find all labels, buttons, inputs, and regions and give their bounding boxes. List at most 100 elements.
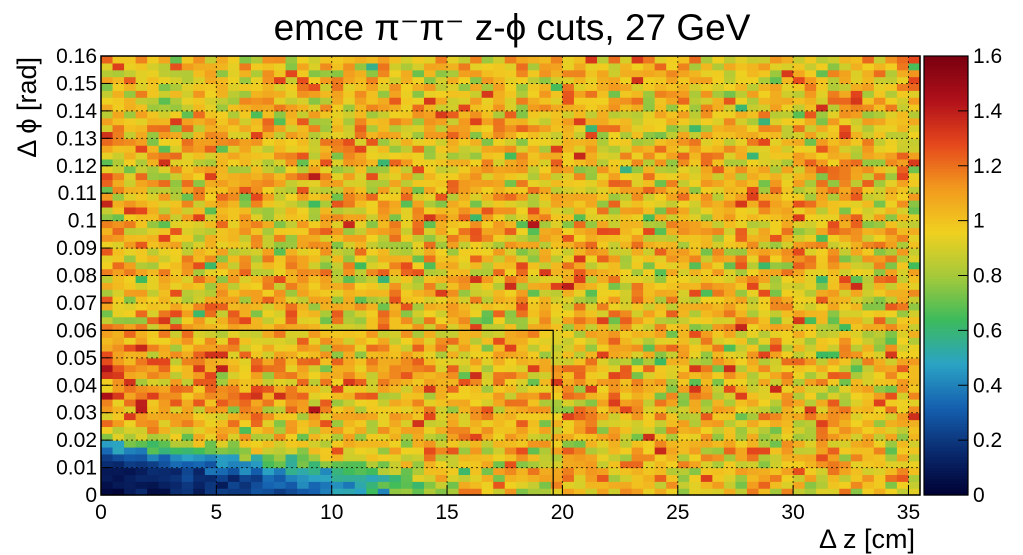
heatmap-cell <box>689 488 702 496</box>
heatmap-cell <box>608 69 621 78</box>
heatmap-cell <box>354 289 367 297</box>
heatmap-cell <box>331 392 344 400</box>
heatmap-cell <box>447 302 460 311</box>
heatmap-cell <box>308 124 321 133</box>
heatmap-cell <box>885 440 898 448</box>
heatmap-cell <box>885 412 898 421</box>
heatmap-cell <box>723 158 737 167</box>
heatmap-cell <box>516 76 529 85</box>
heatmap-cell <box>447 248 460 256</box>
heatmap-cell <box>666 378 679 386</box>
heatmap-cell <box>758 453 771 462</box>
heatmap-cell <box>723 90 737 98</box>
heatmap-cell <box>746 481 760 489</box>
heatmap-cell <box>481 186 494 194</box>
heatmap-cell <box>896 275 910 283</box>
heatmap-cell <box>643 172 656 181</box>
heatmap-cell <box>366 419 379 428</box>
heatmap-cell <box>885 206 898 215</box>
heatmap-cell <box>147 193 160 201</box>
heatmap-cell <box>124 330 137 338</box>
heatmap-cell <box>435 254 448 263</box>
heatmap-cell <box>689 165 702 174</box>
heatmap-cell <box>550 371 564 379</box>
heatmap-cell <box>504 254 517 263</box>
heatmap-cell <box>204 309 217 318</box>
heatmap-cell <box>101 138 114 146</box>
heatmap-cell <box>112 97 125 105</box>
heatmap-cell <box>735 488 748 496</box>
heatmap-cell <box>504 344 517 352</box>
color-scale-segment <box>924 316 968 320</box>
heatmap-cell <box>712 474 725 482</box>
color-scale-segment <box>924 146 968 150</box>
heatmap-cell <box>735 241 748 249</box>
heatmap-cell <box>250 371 264 379</box>
heatmap-cell <box>239 426 252 434</box>
heatmap-cell <box>746 275 760 283</box>
heatmap-cell <box>124 344 137 352</box>
heatmap-cell <box>250 275 264 283</box>
heatmap-cell <box>758 282 771 290</box>
heatmap-cell <box>193 419 206 428</box>
heatmap-cell <box>101 193 114 201</box>
heatmap-cell <box>758 488 771 496</box>
heatmap-cell <box>297 165 310 174</box>
heatmap-cell <box>274 248 287 256</box>
heatmap-cell <box>816 200 829 208</box>
heatmap-cell <box>470 193 483 201</box>
color-scale-segment <box>924 75 968 79</box>
heatmap-cell <box>770 234 783 242</box>
heatmap-cell <box>147 131 160 139</box>
heatmap-cell <box>493 138 506 146</box>
heatmap-cell <box>677 344 690 352</box>
heatmap-cell <box>550 460 564 469</box>
heatmap-cell <box>816 158 829 167</box>
heatmap-cell <box>539 220 552 229</box>
heatmap-cell <box>274 254 287 263</box>
heatmap-cell <box>435 234 448 242</box>
heatmap-cell <box>135 97 148 105</box>
heatmap-cell <box>885 234 898 242</box>
heatmap-cell <box>470 275 483 283</box>
heatmap-cell <box>723 481 737 489</box>
heatmap-cell <box>723 398 737 407</box>
heatmap-cell <box>239 296 252 304</box>
heatmap-cell <box>239 110 252 119</box>
heatmap-cell <box>896 138 910 146</box>
heatmap-cell <box>597 172 610 181</box>
heatmap-cell <box>654 419 667 428</box>
heatmap-cell <box>666 152 679 160</box>
heatmap-cell <box>285 344 298 352</box>
heatmap-cell <box>158 371 171 379</box>
heatmap-cell <box>620 481 633 489</box>
heatmap-cell <box>885 426 898 434</box>
heatmap-cell <box>204 193 217 201</box>
heatmap-cell <box>597 254 610 263</box>
color-scale-segment <box>924 64 968 68</box>
heatmap-cell <box>620 76 633 85</box>
color-scale-segment <box>924 390 968 395</box>
heatmap-cell <box>170 117 183 126</box>
heatmap-cell <box>585 172 598 181</box>
heatmap-cell <box>527 364 540 373</box>
heatmap-cell <box>308 206 321 215</box>
heatmap-cell <box>608 206 621 215</box>
heatmap-cell <box>366 200 379 208</box>
heatmap-cell <box>354 316 367 325</box>
heatmap-cell <box>147 309 160 318</box>
heatmap-cell <box>112 398 125 407</box>
heatmap-cell <box>470 131 483 139</box>
heatmap-cell <box>147 446 160 455</box>
heatmap-cell <box>493 268 506 277</box>
heatmap-cell <box>366 474 379 482</box>
heatmap-cell <box>677 460 690 469</box>
heatmap-cell <box>412 90 425 98</box>
color-scale-tick-label: 0.6 <box>973 319 1002 342</box>
heatmap-cell <box>262 481 275 489</box>
heatmap-cell <box>885 213 898 222</box>
heatmap-cell <box>297 234 310 242</box>
heatmap-cell <box>620 97 633 105</box>
heatmap-cell <box>493 405 506 414</box>
heatmap-cell <box>504 385 517 393</box>
